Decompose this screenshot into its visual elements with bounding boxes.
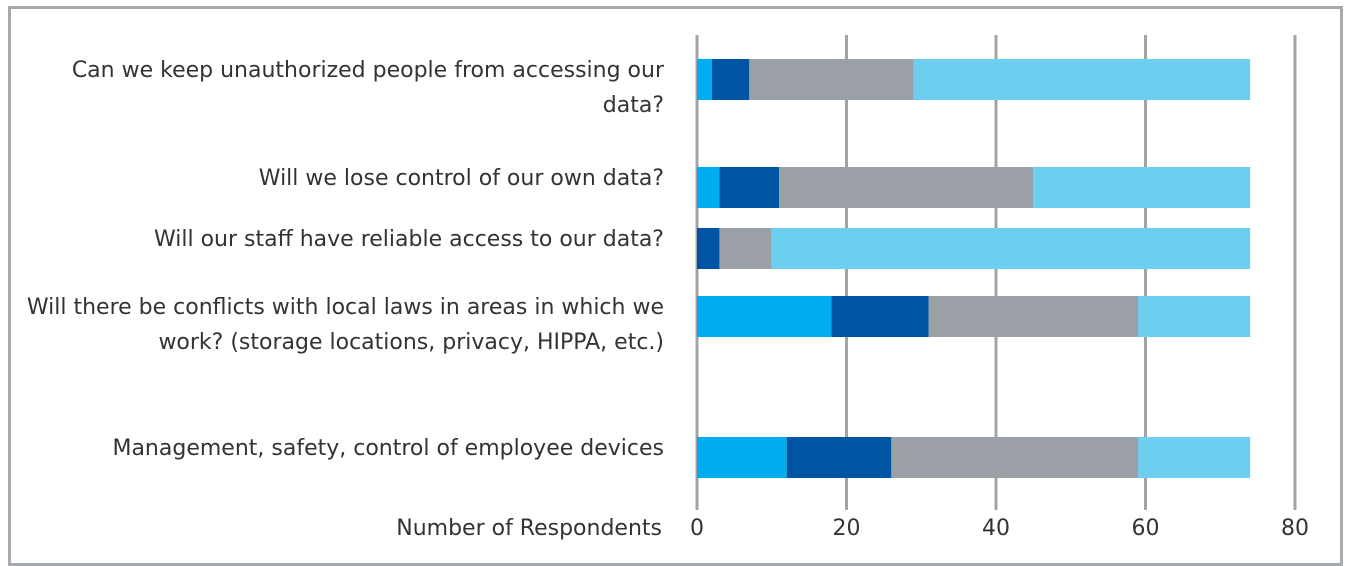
bar-segment: [831, 296, 929, 337]
x-tick-label: 80: [1281, 516, 1309, 541]
bar-segment: [697, 59, 712, 100]
category-label: Will we lose control of our own data?: [258, 166, 664, 191]
category-label: Will there be conflicts with local laws …: [26, 295, 664, 355]
bar-segment: [928, 296, 1139, 337]
category-label: Will our staff have reliable access to o…: [153, 227, 664, 252]
bar-segment: [697, 437, 787, 478]
bar-segment: [779, 167, 1034, 208]
bar-segment: [1033, 167, 1251, 208]
bar-segment: [786, 437, 892, 478]
page: {"chart_data": {"type": "stacked-barh", …: [8, 6, 1343, 566]
bar-segment: [697, 167, 720, 208]
category-label: Management, safety, control of employee …: [112, 436, 664, 461]
category-label: Can we keep unauthorized people from acc…: [71, 58, 664, 118]
bar-segment: [749, 59, 914, 100]
bar-segment: [711, 59, 750, 100]
bar-segment: [771, 228, 1251, 269]
bar-segment: [697, 228, 720, 269]
bar-segment: [891, 437, 1139, 478]
bar-segment: [719, 167, 780, 208]
bar-segment: [1138, 437, 1251, 478]
x-tick-label: 20: [833, 516, 861, 541]
chart: Number of Respondents 0 20 40 60 80: [396, 35, 1309, 541]
x-tick-label: 60: [1132, 516, 1160, 541]
bar-segment: [697, 296, 832, 337]
bar-segment: [719, 228, 772, 269]
bar-segment: [1138, 296, 1251, 337]
x-tick-label: 40: [982, 516, 1010, 541]
x-tick-label: 0: [690, 516, 704, 541]
bar-segment: [913, 59, 1251, 100]
x-axis-label: Number of Respondents: [396, 516, 662, 541]
